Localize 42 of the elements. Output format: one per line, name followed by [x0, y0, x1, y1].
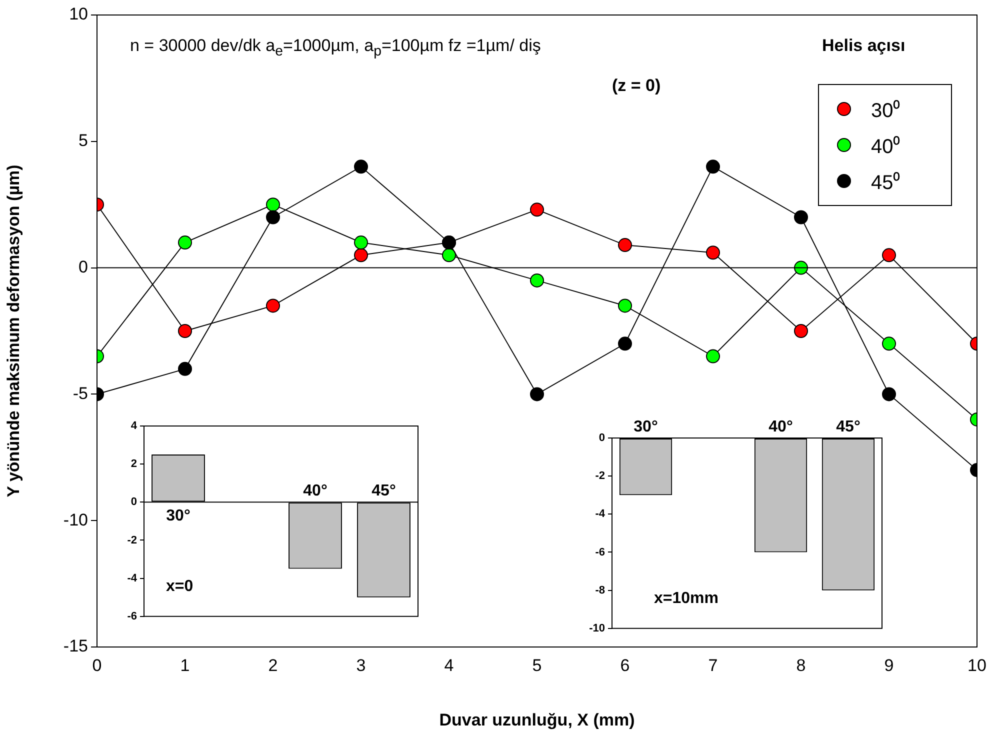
y-tick-label: -15 [63, 636, 88, 656]
x-tick-label: 6 [620, 656, 630, 675]
y-tick-label: -10 [63, 510, 88, 530]
legend-label: 45⁰ [871, 170, 900, 194]
y-tick-label: -2 [595, 470, 605, 482]
y-tick-label: 5 [78, 131, 88, 150]
y-tick-label: -2 [127, 534, 137, 546]
x-tick-label: 8 [796, 656, 806, 675]
y-tick-label: 0 [130, 496, 137, 508]
y-tick-label: -6 [595, 546, 605, 558]
y-tick-label: -10 [589, 622, 605, 634]
x-tick-label: 10 [968, 656, 986, 675]
x-tick-label: 1 [180, 656, 190, 675]
category-label: 30° [634, 418, 658, 436]
legend-label: 30⁰ [871, 98, 900, 122]
y-tick-label: -4 [127, 572, 138, 584]
y-tick-label: 0 [78, 257, 88, 276]
legend-title: Helis açısı [822, 36, 906, 56]
y-tick-label: -4 [595, 508, 606, 520]
annotation: x=0 [166, 578, 194, 595]
category-label: 45° [836, 418, 860, 436]
x-tick-label: 5 [532, 656, 542, 675]
y-tick-label: -5 [72, 384, 88, 403]
x-tick-label: 2 [268, 656, 278, 675]
y-tick-label: 2 [130, 458, 137, 470]
x-tick-label: 4 [444, 656, 454, 675]
x-tick-label: 7 [708, 656, 718, 675]
y-tick-label: 0 [598, 432, 605, 444]
annotation: x=10mm [654, 590, 718, 607]
y-tick-label: -8 [595, 584, 605, 596]
x-tick-label: 9 [884, 656, 894, 675]
x-axis-title: Duvar uzunluğu, X (mm) [439, 710, 635, 730]
x-tick-label: 3 [356, 656, 366, 675]
annotation: (z = 0) [612, 76, 661, 96]
y-axis-title: Y yönünde maksimum deformasyon (µm) [4, 164, 23, 498]
annotation: n = 30000 dev/dk a$_{e}$=1000µm, a$_{p}$=100µm fz =1µm/ diş [130, 36, 541, 60]
x-tick-label: 0 [92, 656, 102, 675]
y-tick-label: 10 [69, 4, 88, 24]
y-tick-label: -6 [127, 610, 137, 622]
category-label: 40° [768, 418, 793, 436]
y-tick-label: 4 [130, 420, 138, 432]
legend-label: 40⁰ [871, 134, 900, 158]
